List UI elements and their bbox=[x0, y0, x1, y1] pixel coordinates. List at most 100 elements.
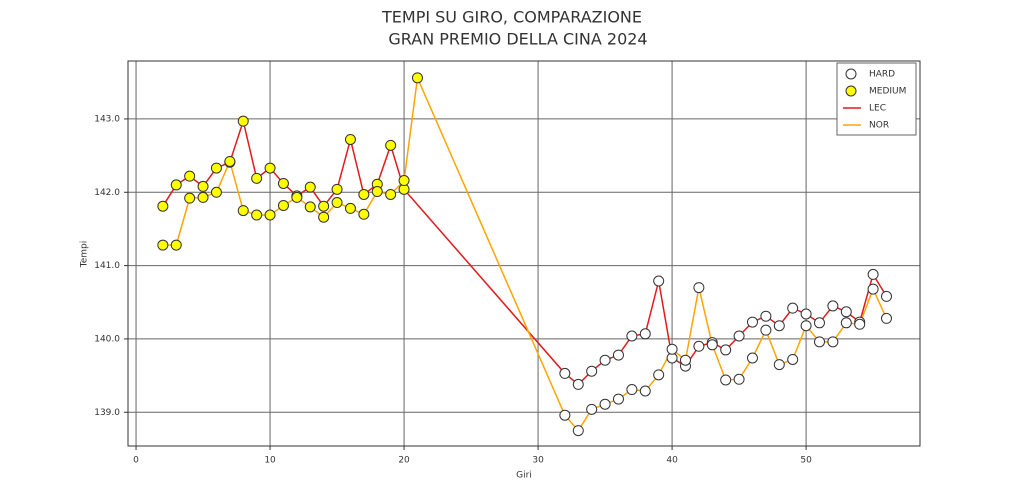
lap-marker bbox=[653, 369, 665, 381]
lap-marker bbox=[867, 283, 879, 295]
lap-marker bbox=[318, 211, 330, 223]
lap-marker bbox=[277, 177, 289, 189]
lap-marker bbox=[197, 180, 209, 192]
lap-marker bbox=[184, 192, 196, 204]
lap-marker bbox=[251, 209, 263, 221]
lap-marker bbox=[639, 385, 651, 397]
legend-label: MEDIUM bbox=[869, 87, 906, 97]
x-tick-label: 40 bbox=[666, 456, 678, 466]
lap-marker bbox=[854, 318, 866, 330]
y-tick-label: 140.0 bbox=[94, 334, 120, 344]
y-tick-label: 141.0 bbox=[94, 261, 120, 271]
x-tick-label: 20 bbox=[398, 456, 410, 466]
lap-marker bbox=[304, 201, 316, 213]
lap-marker bbox=[210, 162, 222, 174]
lap-marker bbox=[197, 191, 209, 203]
lap-marker bbox=[693, 340, 705, 352]
lap-marker bbox=[291, 191, 303, 203]
lap-marker bbox=[318, 200, 330, 212]
lap-marker bbox=[746, 316, 758, 328]
lap-marker bbox=[572, 425, 584, 437]
lap-marker bbox=[237, 115, 249, 127]
lap-marker bbox=[800, 320, 812, 332]
lap-marker bbox=[559, 367, 571, 379]
lap-marker bbox=[170, 179, 182, 191]
lap-marker bbox=[612, 393, 624, 405]
lap-marker bbox=[880, 290, 892, 302]
lap-marker bbox=[411, 72, 423, 84]
lap-marker bbox=[827, 336, 839, 348]
lap-marker bbox=[170, 239, 182, 251]
lap-marker bbox=[224, 155, 236, 167]
lap-marker bbox=[251, 172, 263, 184]
legend-marker bbox=[845, 85, 857, 97]
lap-marker bbox=[706, 339, 718, 351]
legend-label: LEC bbox=[869, 104, 886, 114]
lap-marker bbox=[344, 133, 356, 145]
lap-marker bbox=[626, 384, 638, 396]
lap-marker bbox=[331, 197, 343, 209]
lap-marker bbox=[720, 374, 732, 386]
lap-marker bbox=[586, 365, 598, 377]
lap-marker bbox=[746, 352, 758, 364]
lap-marker bbox=[733, 373, 745, 385]
lap-marker bbox=[331, 183, 343, 195]
lap-marker bbox=[559, 409, 571, 421]
lap-marker bbox=[773, 359, 785, 371]
lap-marker bbox=[867, 268, 879, 280]
plot-area bbox=[128, 61, 920, 446]
x-tick-label: 10 bbox=[264, 456, 276, 466]
lap-marker bbox=[787, 353, 799, 365]
y-axis-label: Tempi bbox=[80, 241, 90, 269]
lap-marker bbox=[157, 239, 169, 251]
y-tick-label: 143.0 bbox=[94, 114, 120, 124]
lap-marker bbox=[358, 208, 370, 220]
x-tick-label: 0 bbox=[133, 456, 139, 466]
lap-marker bbox=[264, 209, 276, 221]
lap-marker bbox=[840, 306, 852, 318]
lap-marker bbox=[277, 199, 289, 211]
lap-marker bbox=[880, 312, 892, 324]
lap-marker bbox=[385, 139, 397, 151]
lap-marker bbox=[760, 324, 772, 336]
lap-marker bbox=[787, 302, 799, 314]
legend-label: NOR bbox=[869, 121, 889, 131]
lap-marker bbox=[385, 188, 397, 200]
x-tick-label: 30 bbox=[532, 456, 544, 466]
legend-label: HARD bbox=[869, 70, 895, 80]
lap-marker bbox=[653, 275, 665, 287]
lap-marker bbox=[733, 330, 745, 342]
lap-marker bbox=[813, 336, 825, 348]
lap-marker bbox=[344, 202, 356, 214]
lap-marker bbox=[626, 330, 638, 342]
lap-marker bbox=[773, 320, 785, 332]
lap-marker bbox=[693, 282, 705, 294]
plot-frame bbox=[127, 60, 921, 447]
x-axis-label: Giri bbox=[516, 471, 532, 481]
lap-marker bbox=[237, 205, 249, 217]
lap-marker bbox=[398, 175, 410, 187]
chart-title: TEMPI SU GIRO, COMPARAZIONE bbox=[381, 8, 642, 27]
lap-marker bbox=[371, 186, 383, 198]
lap-marker bbox=[720, 344, 732, 356]
lap-marker bbox=[840, 317, 852, 329]
lap-marker bbox=[827, 300, 839, 312]
lap-marker bbox=[184, 170, 196, 182]
legend-marker bbox=[845, 68, 857, 80]
lap-marker bbox=[760, 310, 772, 322]
lap-marker bbox=[210, 186, 222, 198]
lap-marker bbox=[358, 188, 370, 200]
lap-marker bbox=[157, 200, 169, 212]
lap-marker bbox=[264, 162, 276, 174]
lap-marker bbox=[612, 349, 624, 361]
lap-marker bbox=[599, 398, 611, 410]
y-tick-label: 139.0 bbox=[94, 408, 120, 418]
lap-marker bbox=[304, 181, 316, 193]
chart-title: GRAN PREMIO DELLA CINA 2024 bbox=[388, 30, 647, 49]
lap-marker bbox=[572, 378, 584, 390]
lap-marker bbox=[586, 403, 598, 415]
lap-marker bbox=[666, 343, 678, 355]
lap-marker bbox=[679, 354, 691, 366]
y-tick-label: 142.0 bbox=[94, 188, 120, 198]
